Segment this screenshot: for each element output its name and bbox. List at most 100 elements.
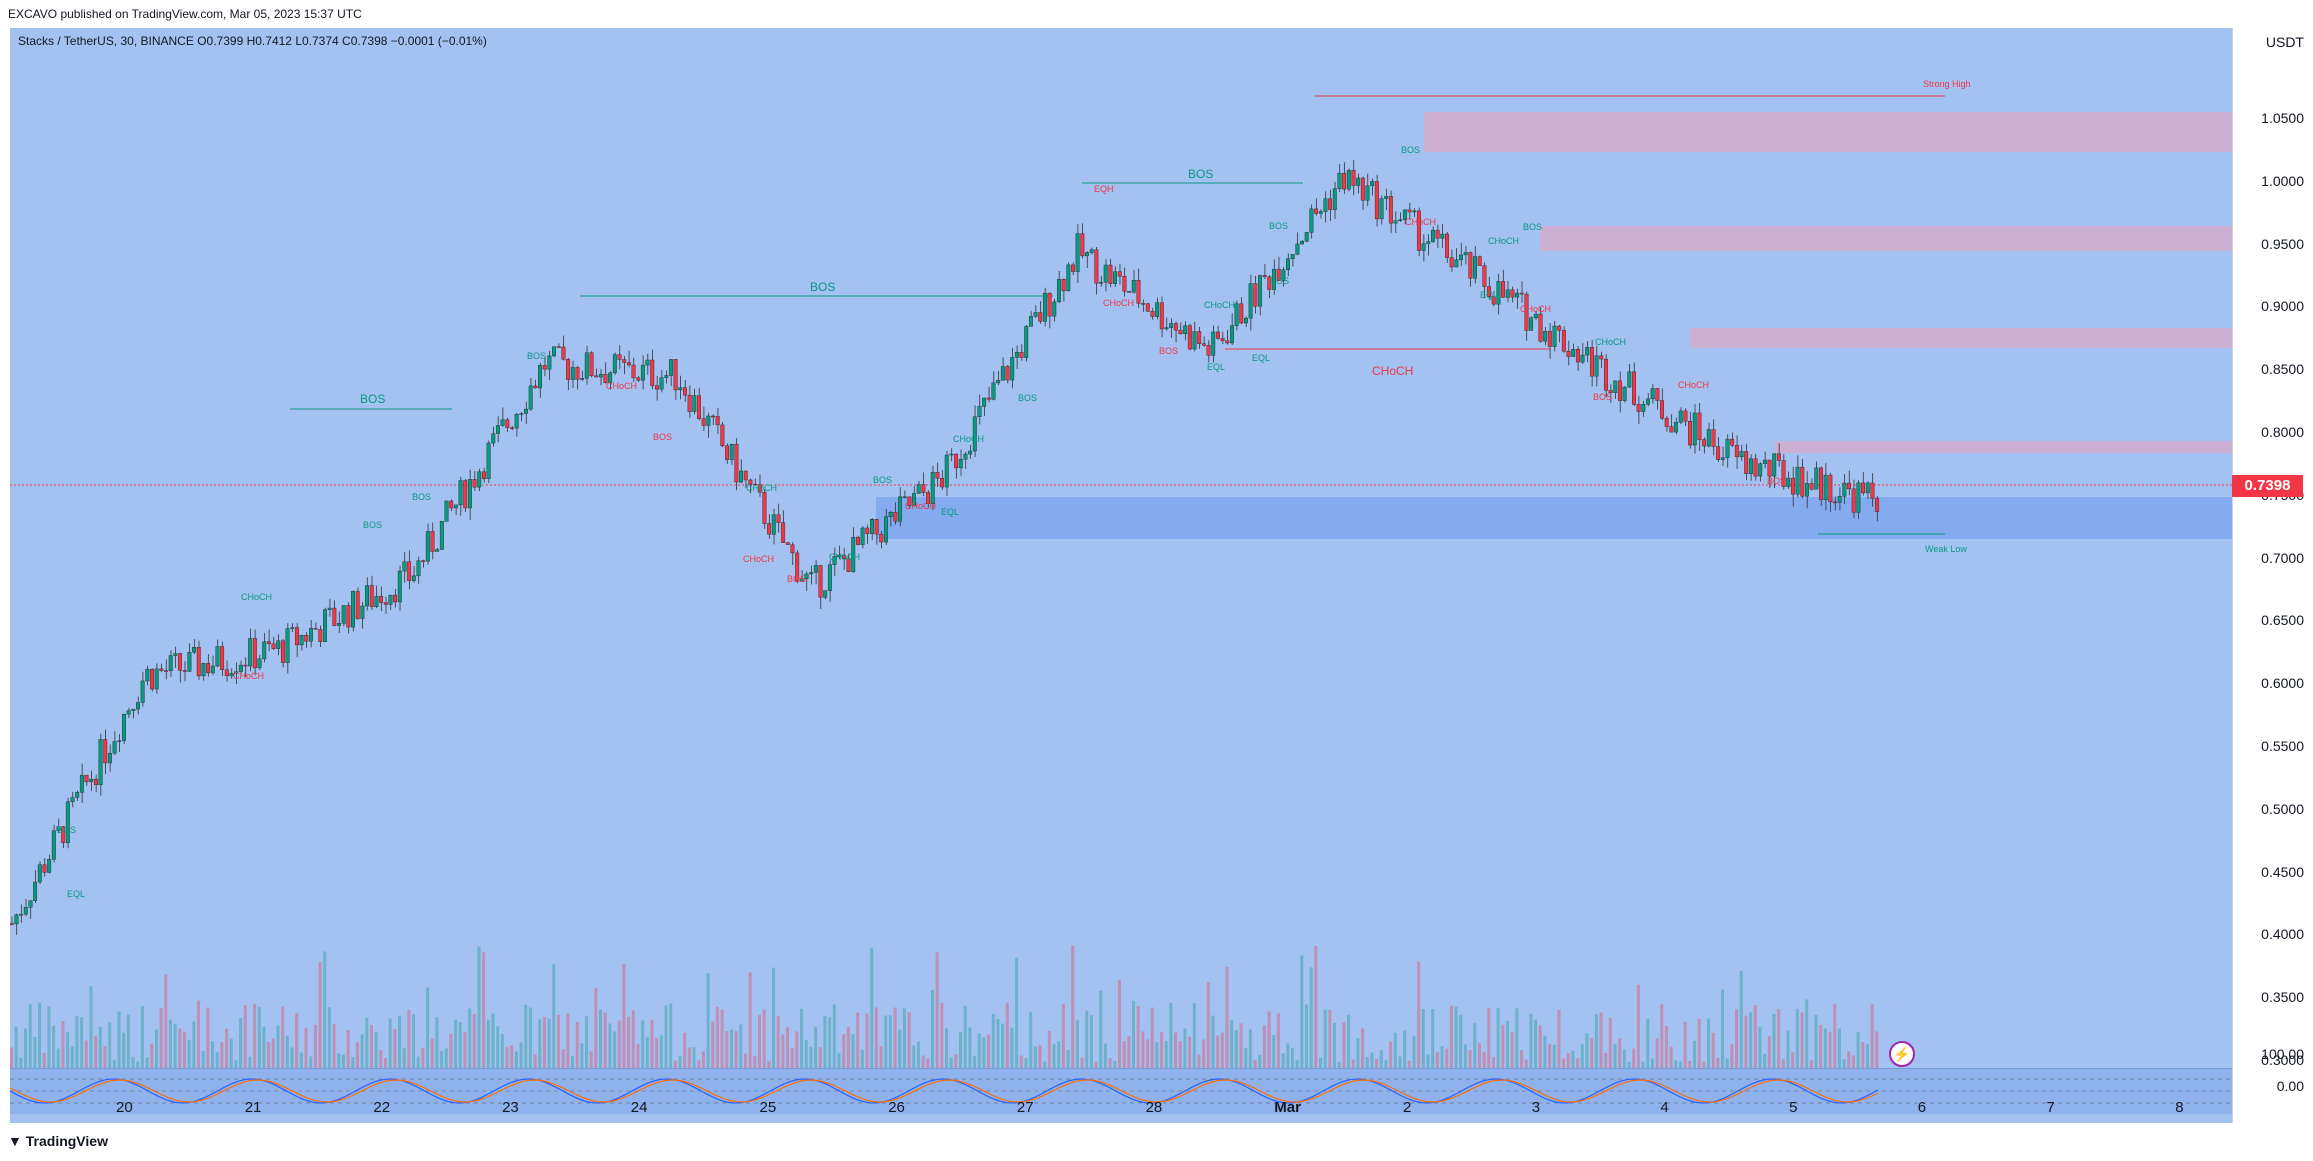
candle-body bbox=[566, 359, 571, 380]
candle-body bbox=[762, 491, 767, 524]
time-axis[interactable]: 20 21 22 23 24 25 26 27 28 Mar 2 3 4 5 6 7 8 bbox=[10, 1085, 2232, 1123]
candle-body bbox=[187, 651, 192, 672]
candle-body bbox=[701, 418, 706, 426]
candle-body bbox=[280, 640, 285, 663]
volume-bar bbox=[772, 967, 776, 1068]
candle-body bbox=[481, 471, 486, 479]
candle-body bbox=[505, 419, 510, 428]
volume-bar bbox=[351, 1057, 355, 1068]
candle-body bbox=[949, 453, 954, 456]
volume-bar bbox=[1211, 1015, 1215, 1068]
candle-body bbox=[1061, 279, 1066, 292]
candle-body bbox=[1276, 268, 1281, 281]
volume-bar bbox=[945, 1028, 948, 1068]
volume-bar bbox=[1342, 1022, 1346, 1068]
time-tick: 4 bbox=[1660, 1099, 1669, 1116]
candle-body bbox=[739, 470, 743, 483]
candle-body bbox=[210, 665, 215, 674]
candle-body bbox=[1692, 412, 1697, 446]
volume-bar bbox=[1192, 1003, 1196, 1068]
volume-bar bbox=[902, 1008, 906, 1068]
candle-body bbox=[1360, 177, 1365, 201]
volume-bar bbox=[1870, 1004, 1874, 1068]
volume-bar bbox=[776, 1015, 780, 1068]
eql-label: EQL bbox=[1480, 290, 1499, 300]
change-value: −0.0001 (−0.01%) bbox=[390, 34, 487, 48]
bos-label: BOS bbox=[1523, 222, 1543, 232]
candle-body bbox=[1468, 252, 1473, 279]
candle-body bbox=[266, 641, 271, 645]
volume-bar bbox=[1075, 1020, 1079, 1068]
volume-bar bbox=[393, 1029, 397, 1068]
candle-body bbox=[238, 664, 243, 672]
candle-body bbox=[61, 826, 66, 844]
candle-body bbox=[224, 669, 229, 677]
bos-label: BOS bbox=[1767, 476, 1787, 486]
price-axis[interactable]: USDT 1.0500 1.0000 0.9500 0.9000 0.8500 0.800… bbox=[2232, 28, 2313, 1123]
candle-body bbox=[1683, 410, 1688, 422]
candle-body bbox=[617, 354, 622, 360]
candle-body bbox=[374, 596, 379, 607]
candle-body bbox=[1608, 390, 1613, 393]
bos-label: BOS bbox=[527, 351, 547, 361]
tradingview-logo[interactable]: ▼ TradingView bbox=[8, 1133, 108, 1149]
candle-body bbox=[1627, 371, 1632, 388]
volume-bar bbox=[1491, 1057, 1495, 1068]
candle-body bbox=[42, 864, 47, 873]
volume-bar bbox=[1772, 1013, 1776, 1068]
bos-label: BOS bbox=[873, 475, 893, 485]
candle-body bbox=[220, 646, 225, 670]
symbol-label[interactable]: Stacks / TetherUS, 30, BINANCE bbox=[18, 34, 194, 48]
candle-body bbox=[1388, 196, 1393, 224]
bos-label: BOS bbox=[1188, 167, 1214, 181]
candle-body bbox=[299, 635, 304, 646]
bos-label: BOS bbox=[1269, 221, 1289, 231]
brand-label: TradingView bbox=[25, 1133, 108, 1149]
volume-bar bbox=[613, 1031, 617, 1068]
volume-bar bbox=[416, 1056, 420, 1068]
volume-bar bbox=[197, 1000, 200, 1068]
candle-body bbox=[1295, 243, 1300, 255]
volume-bar bbox=[112, 1059, 116, 1068]
volume-bar bbox=[1515, 1008, 1519, 1068]
candle-body bbox=[1734, 445, 1739, 458]
candle-body bbox=[1258, 275, 1262, 307]
volume-bar bbox=[1627, 1061, 1631, 1068]
candle-body bbox=[1538, 313, 1543, 342]
volume-bar bbox=[215, 1052, 219, 1068]
volume-bar bbox=[323, 951, 327, 1068]
candle-body bbox=[1253, 283, 1258, 307]
candle-body bbox=[916, 484, 921, 494]
choch-label: CHoCH bbox=[233, 671, 265, 681]
candle-body bbox=[1772, 453, 1777, 477]
candle-body bbox=[640, 364, 645, 381]
candle-body bbox=[79, 774, 84, 793]
candle-body bbox=[855, 536, 860, 545]
volume-bar bbox=[767, 1060, 771, 1068]
candle-body bbox=[879, 533, 884, 543]
volume-bar bbox=[1636, 984, 1640, 1068]
volume-bar bbox=[1356, 1038, 1360, 1068]
candle-body bbox=[1814, 467, 1819, 490]
eqh-label: EQH bbox=[1094, 184, 1114, 194]
candle-body bbox=[1066, 264, 1071, 292]
volume-bar bbox=[1693, 1040, 1696, 1068]
candle-body bbox=[1473, 256, 1477, 279]
supply-zone bbox=[1775, 441, 2232, 453]
candle-body bbox=[351, 591, 355, 628]
candle-body bbox=[972, 416, 977, 452]
alert-bolt-icon[interactable]: ⚡ bbox=[1889, 1041, 1915, 1067]
volume-bar bbox=[1786, 1030, 1790, 1068]
candle-body bbox=[1281, 269, 1286, 281]
volume-bar bbox=[1197, 1054, 1201, 1068]
volume-bar bbox=[1412, 1036, 1416, 1068]
candle-body bbox=[1510, 289, 1515, 298]
candle-body bbox=[1477, 256, 1482, 266]
candle-body bbox=[313, 628, 318, 630]
volume-bar bbox=[1174, 1032, 1178, 1068]
volume-bar bbox=[1258, 1054, 1262, 1068]
price-tick: 0.3000 bbox=[2261, 1052, 2304, 1068]
volume-bar bbox=[1029, 1012, 1033, 1068]
volume-bar bbox=[187, 1039, 191, 1068]
chart-canvas[interactable]: Stacks / TetherUS, 30, BINANCE O0.7399 H… bbox=[10, 28, 2232, 1123]
